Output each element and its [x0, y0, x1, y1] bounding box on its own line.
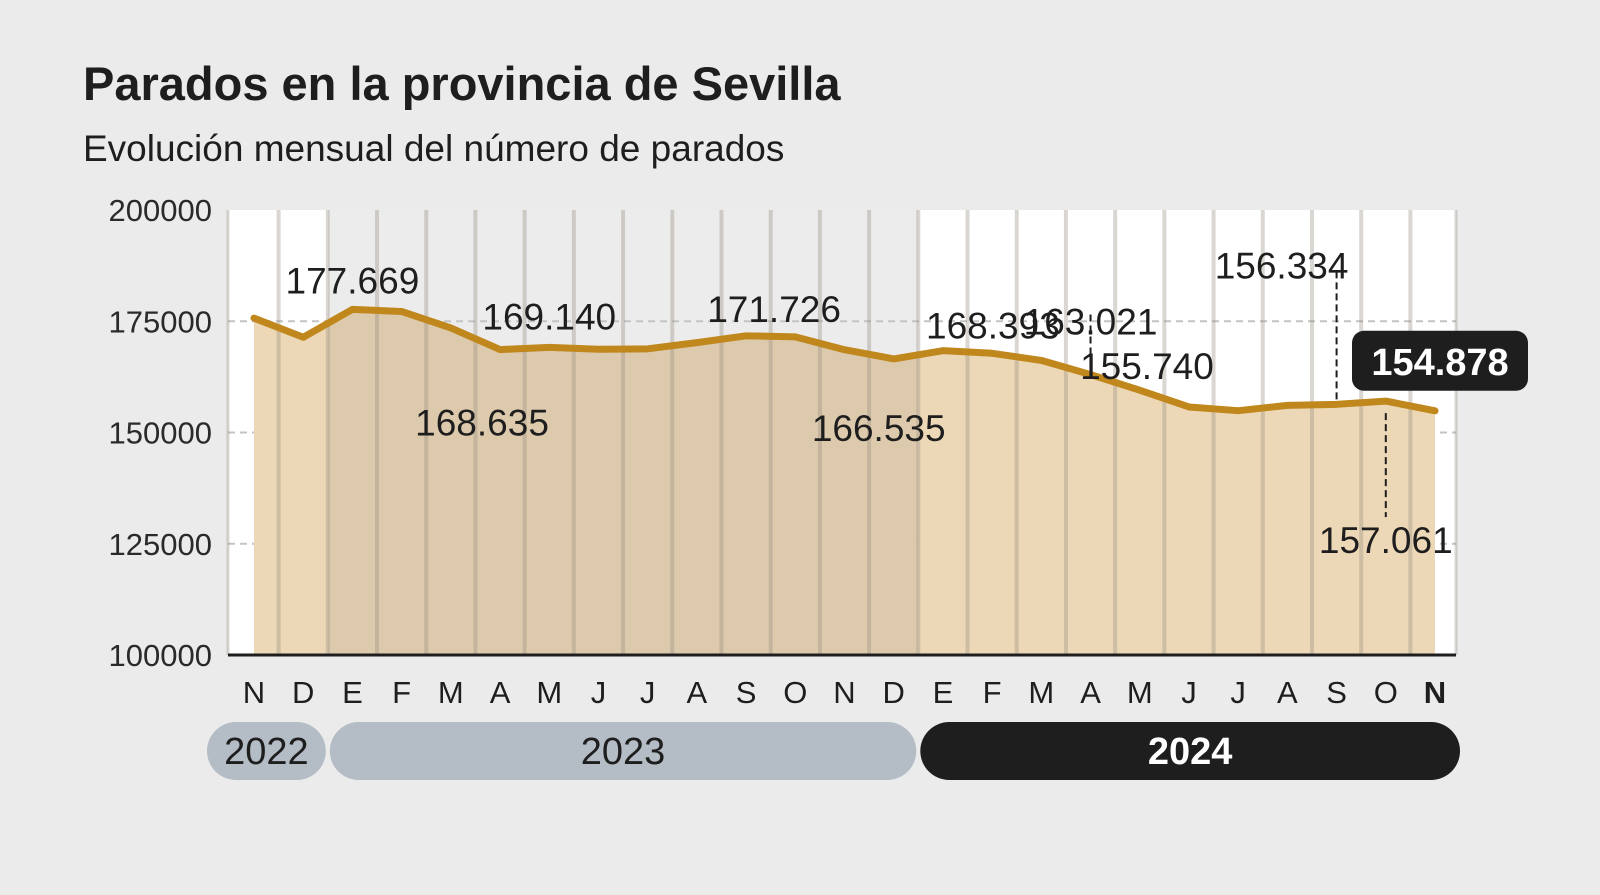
area-fill-2023: [327, 309, 919, 655]
data-label: 163.021: [1024, 302, 1158, 343]
data-label: 166.535: [812, 408, 946, 449]
area-fill-2024: [918, 350, 1435, 655]
data-label: 168.393: [926, 306, 1060, 347]
x-tick-label: M: [438, 675, 464, 710]
year-label: 2024: [1148, 731, 1233, 773]
x-tick-label: N: [833, 675, 855, 710]
data-label: 169.140: [482, 296, 616, 337]
x-tick-label: J: [1181, 675, 1197, 710]
x-tick-label: E: [933, 675, 954, 710]
data-label: 177.669: [286, 260, 420, 301]
y-tick-label: 200000: [109, 193, 212, 228]
x-tick-label: S: [736, 675, 757, 710]
x-tick-label: M: [536, 675, 562, 710]
y-tick-label: 175000: [109, 304, 212, 339]
year-label: 2023: [581, 731, 666, 773]
x-tick-label: O: [783, 675, 807, 710]
highlight-label-box: [1352, 330, 1528, 391]
y-tick-label: 100000: [109, 638, 212, 673]
x-tick-label: M: [1127, 675, 1153, 710]
x-tick-label: A: [1277, 675, 1298, 710]
x-tick-label: J: [640, 675, 656, 710]
chart-subtitle: Evolución mensual del número de parados: [83, 128, 784, 169]
x-tick-label: D: [292, 675, 314, 710]
year-pill: [207, 722, 326, 780]
data-label: 156.334: [1215, 245, 1349, 286]
x-tick-label: M: [1028, 675, 1054, 710]
chart-title: Parados en la provincia de Sevilla: [83, 57, 841, 110]
x-tick-label: F: [392, 675, 411, 710]
year-label: 2022: [224, 731, 309, 773]
x-tick-label: J: [591, 675, 607, 710]
x-tick-label: A: [1080, 675, 1101, 710]
x-tick-label: S: [1326, 675, 1347, 710]
year-pill: [329, 722, 917, 780]
x-tick-label: F: [983, 675, 1002, 710]
x-tick-label: A: [687, 675, 708, 710]
x-tick-label: N: [1424, 675, 1446, 710]
data-label: 171.726: [707, 289, 841, 330]
y-tick-label: 150000: [109, 416, 212, 451]
x-tick-label: J: [1230, 675, 1246, 710]
area-fill-2022: [254, 318, 328, 655]
y-tick-label: 125000: [109, 527, 212, 562]
data-label: 157.061: [1319, 520, 1453, 561]
x-tick-label: E: [342, 675, 363, 710]
year-pill: [920, 722, 1460, 780]
data-label: 155.740: [1080, 346, 1214, 387]
x-tick-label: D: [883, 675, 905, 710]
x-tick-label: N: [243, 675, 265, 710]
data-label: 168.635: [415, 403, 549, 444]
x-tick-label: O: [1374, 675, 1398, 710]
data-label-highlight: 154.878: [1371, 342, 1508, 384]
x-tick-label: A: [490, 675, 511, 710]
